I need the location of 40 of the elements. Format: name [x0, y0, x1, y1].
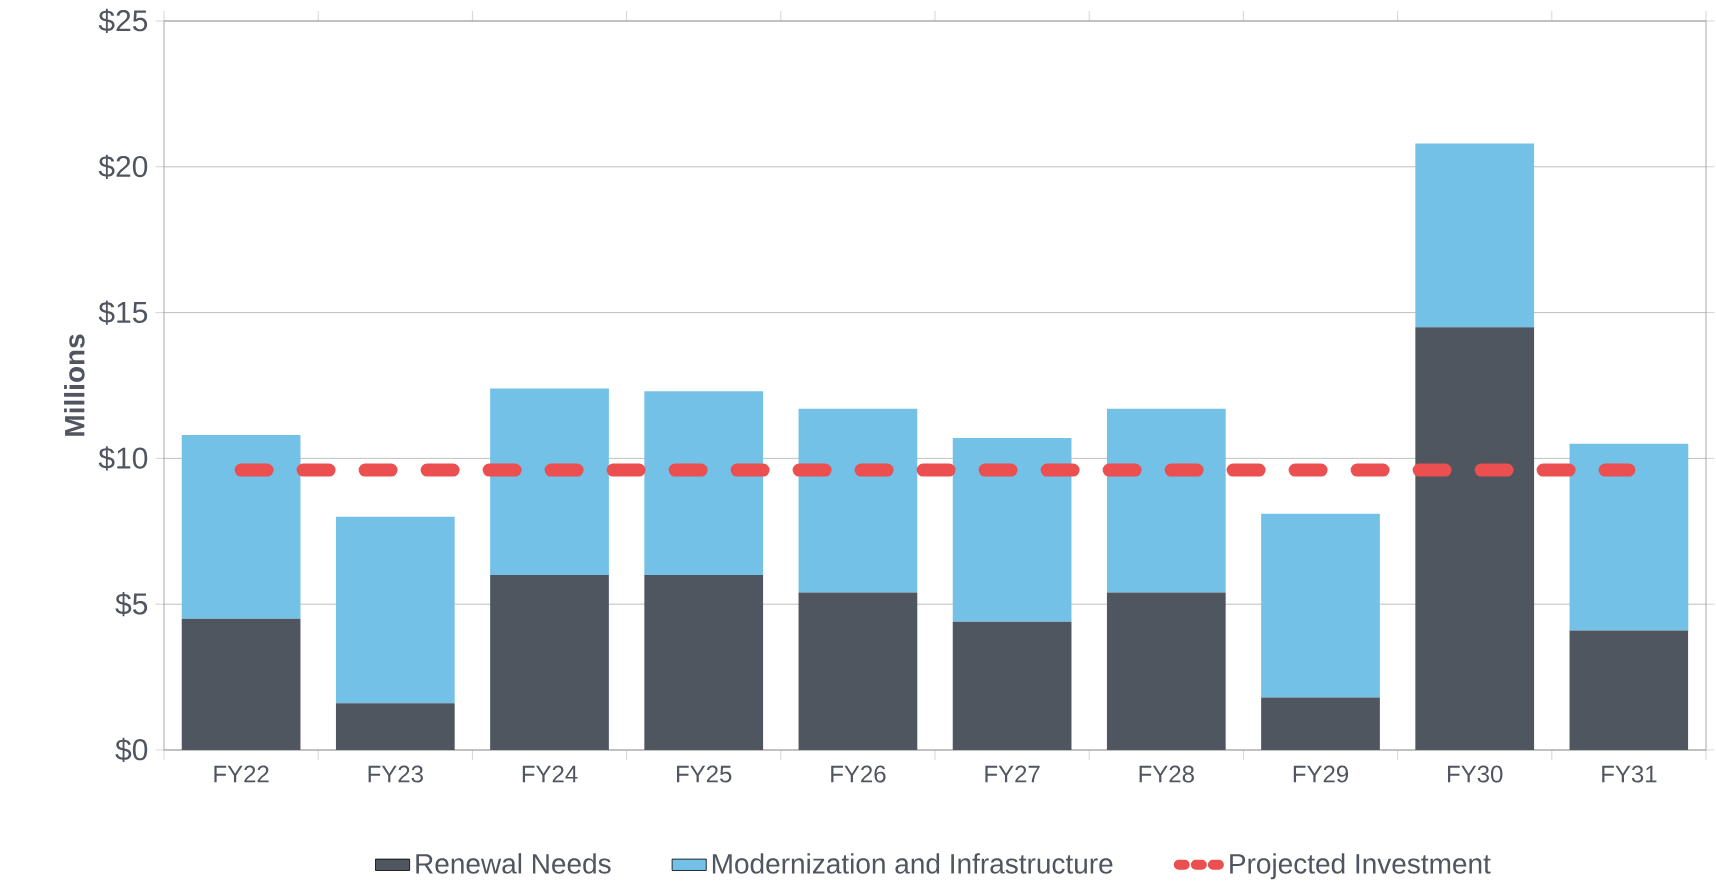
y-tick-label: $20	[98, 154, 148, 179]
bar	[335, 516, 455, 704]
x-tick-label: FY22	[214, 765, 269, 783]
bar	[1415, 143, 1535, 328]
y-tick-label: $10	[98, 446, 148, 471]
bar	[1415, 327, 1535, 750]
x-tick-label: FY26	[831, 765, 886, 783]
x-tick-label: FY23	[368, 765, 423, 783]
x-tick-label: FY25	[677, 765, 732, 783]
bar	[1261, 697, 1380, 750]
bar	[490, 388, 609, 576]
bar	[798, 408, 918, 593]
x-tick-label: FY29	[1293, 765, 1349, 783]
legend-label: Modernization and Infrastructure	[712, 853, 1113, 874]
bar	[1106, 592, 1226, 750]
x-tick-label: FY27	[985, 765, 1040, 783]
bar	[644, 391, 764, 576]
x-tick-label: FY30	[1448, 765, 1503, 783]
bar	[1569, 443, 1689, 631]
bar	[1261, 513, 1380, 698]
bar	[335, 703, 455, 750]
x-tick-label: FY31	[1602, 765, 1657, 783]
bar	[952, 437, 1072, 622]
bar	[181, 618, 301, 750]
x-tick-label: FY28	[1139, 765, 1194, 783]
bar	[490, 575, 609, 750]
x-tick-label: FY24	[522, 765, 578, 783]
y-axis-title: Millions	[64, 334, 85, 436]
bar	[1569, 630, 1689, 750]
y-tick-label: $25	[98, 8, 148, 34]
bar	[181, 435, 301, 619]
bar	[798, 592, 918, 750]
bar	[644, 575, 764, 750]
legend-label: Projected Investment	[1230, 853, 1491, 880]
legend-label: Renewal Needs	[416, 853, 611, 874]
y-tick-label: $15	[98, 300, 148, 325]
y-tick-label: $5	[115, 592, 148, 617]
bar	[1106, 408, 1226, 593]
bar	[952, 621, 1072, 750]
y-tick-label: $0	[115, 737, 148, 763]
